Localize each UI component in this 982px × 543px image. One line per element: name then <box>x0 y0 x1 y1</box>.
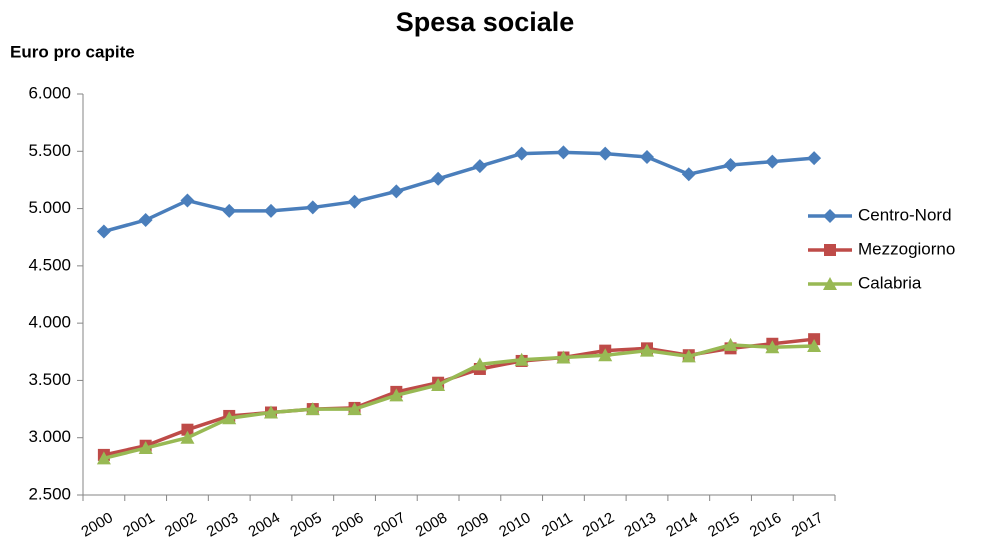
marker <box>181 423 194 436</box>
y-axis-label: Euro pro capite <box>10 42 135 61</box>
marker <box>222 203 237 218</box>
legend-label: Calabria <box>858 273 922 292</box>
marker <box>681 349 696 363</box>
marker <box>681 167 696 182</box>
x-tick-label: 2009 <box>454 509 491 540</box>
x-tick-label: 2003 <box>204 509 241 540</box>
marker <box>96 224 111 239</box>
marker <box>514 146 529 161</box>
y-tick-label: 3.500 <box>28 370 71 389</box>
marker <box>431 171 446 186</box>
marker <box>723 158 738 173</box>
x-tick-label: 2002 <box>162 509 199 540</box>
marker <box>305 200 320 215</box>
x-tick-label: 2011 <box>539 509 575 540</box>
series-line <box>103 337 815 457</box>
x-tick-label: 2012 <box>580 509 617 540</box>
marker <box>640 150 654 165</box>
y-tick-label: 5.500 <box>28 141 71 160</box>
x-tick-label: 2007 <box>371 509 408 540</box>
marker <box>514 352 529 366</box>
x-tick-label: 2005 <box>287 509 324 540</box>
x-tick-label: 2008 <box>413 509 450 540</box>
y-tick-label: 5.000 <box>28 198 71 217</box>
marker <box>556 145 571 160</box>
marker <box>96 451 111 465</box>
marker <box>222 411 237 425</box>
marker <box>180 193 195 208</box>
marker <box>472 357 487 371</box>
marker <box>556 350 571 364</box>
legend-label: Centro-Nord <box>858 205 952 224</box>
x-tick-label: 2017 <box>789 509 826 540</box>
marker <box>640 343 654 357</box>
legend-marker <box>823 209 837 223</box>
marker <box>807 339 822 353</box>
x-tick-label: 2015 <box>705 509 742 540</box>
marker <box>765 154 780 169</box>
legend-label: Mezzogiorno <box>858 239 955 258</box>
marker <box>305 402 320 416</box>
x-tick-label: 2001 <box>120 509 157 540</box>
marker <box>138 213 153 228</box>
y-tick-label: 6.000 <box>28 83 71 102</box>
marker <box>431 378 446 392</box>
marker <box>347 402 362 416</box>
x-tick-label: 2006 <box>329 509 366 540</box>
marker <box>180 430 195 444</box>
marker <box>765 340 780 354</box>
marker <box>472 159 487 174</box>
x-tick-label: 2000 <box>78 509 115 540</box>
x-tick-label: 2014 <box>663 509 700 540</box>
marker <box>389 388 404 402</box>
chart-title: Spesa sociale <box>396 7 575 37</box>
x-tick-label: 2016 <box>747 509 784 540</box>
y-tick-label: 2.500 <box>28 484 71 503</box>
x-tick-label: 2004 <box>246 509 283 540</box>
marker <box>807 151 822 166</box>
marker <box>389 184 404 199</box>
series-line <box>103 343 815 461</box>
marker <box>598 146 613 161</box>
legend-marker <box>823 277 837 290</box>
marker <box>723 337 738 351</box>
marker <box>264 203 278 218</box>
x-tick-label: 2013 <box>622 509 659 540</box>
marker <box>138 441 153 455</box>
marker <box>264 405 278 419</box>
series-line <box>103 150 815 234</box>
y-tick-label: 3.000 <box>28 427 71 446</box>
y-tick-label: 4.000 <box>28 313 71 332</box>
x-tick-label: 2010 <box>496 509 533 540</box>
legend-marker <box>824 244 836 256</box>
marker <box>347 194 362 209</box>
marker <box>598 348 613 362</box>
y-tick-label: 4.500 <box>28 255 71 274</box>
